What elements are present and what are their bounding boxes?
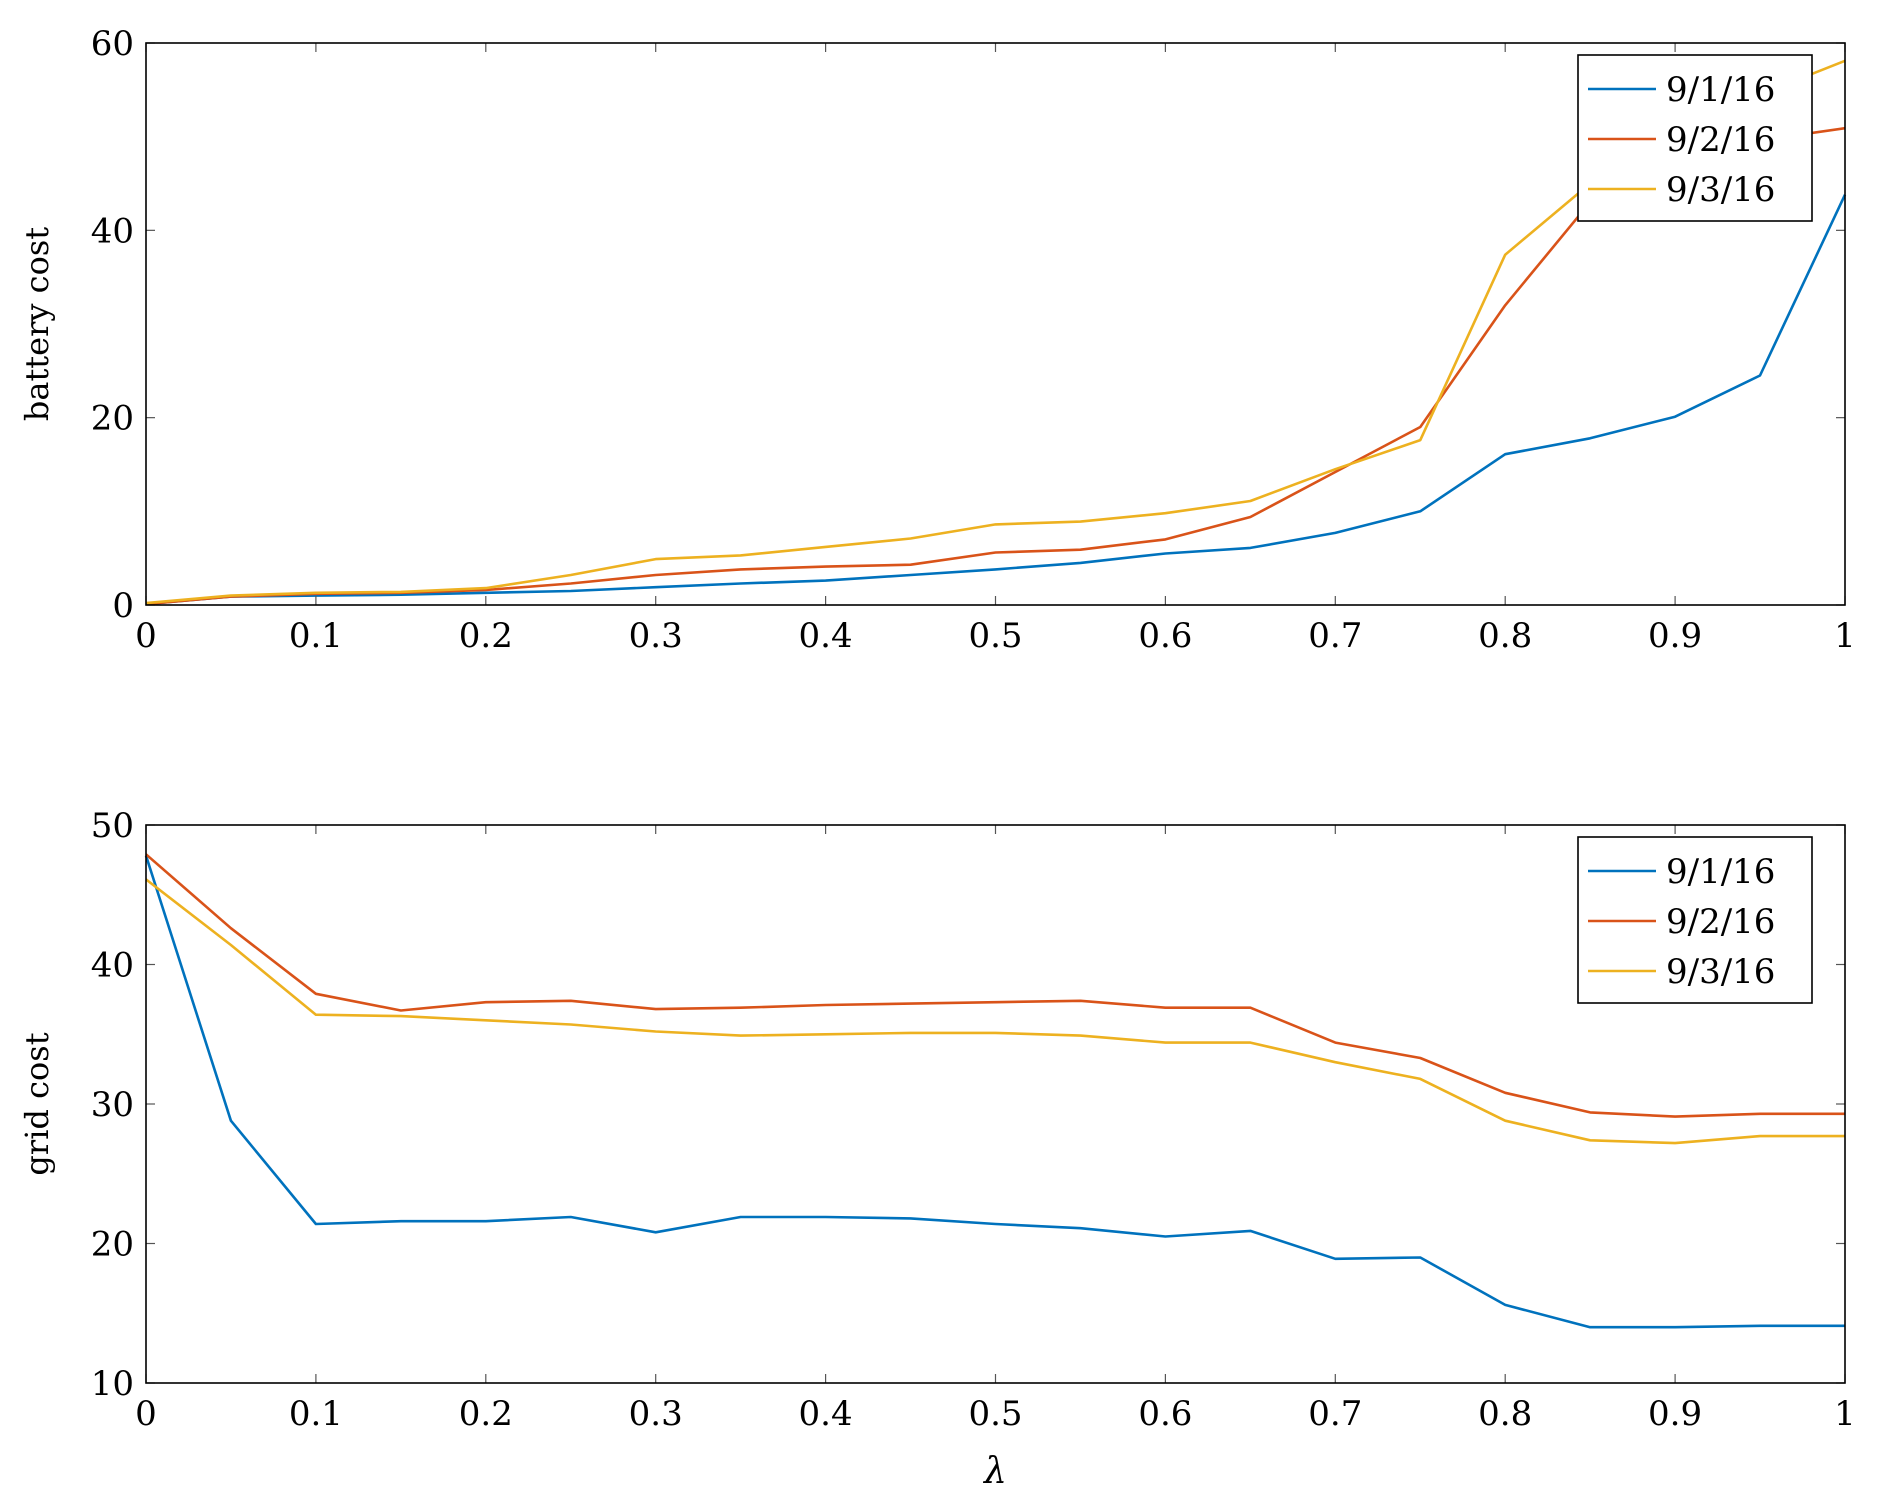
legend-label: 9/2/16 bbox=[1666, 902, 1775, 942]
axis-ticks: 0 0.1 0.2 0.3 0.4 0.5 0.6 0.7 0.8 0.9 1 10 20 30 40 50 bbox=[91, 806, 1856, 1434]
plot-frame bbox=[145, 42, 1846, 606]
x-tick-label: 1 bbox=[1834, 616, 1856, 656]
series-lines bbox=[144, 853, 1845, 1329]
x-tick-label: 0.8 bbox=[1478, 616, 1532, 656]
legend: 9/1/16 9/2/16 9/3/16 bbox=[1577, 54, 1813, 222]
y-tick-label: 50 bbox=[91, 806, 134, 846]
battery-cost-chart: 0 0.1 0.2 0.3 0.4 0.5 0.6 0.7 0.8 0.9 1 0 20 40 60 batt… bbox=[18, 24, 1856, 656]
series-lines bbox=[145, 59, 1847, 606]
x-tick-label: 0.2 bbox=[459, 1394, 513, 1434]
x-tick-label: 0.3 bbox=[629, 1394, 683, 1434]
x-tick-label: 0.9 bbox=[1648, 616, 1702, 656]
series-line-9-1-16 bbox=[145, 194, 1847, 606]
x-tick-label: 0.1 bbox=[289, 616, 343, 656]
y-tick-label: 30 bbox=[91, 1085, 134, 1125]
x-tick-label: 0.6 bbox=[1138, 616, 1192, 656]
y-tick-label: 0 bbox=[112, 586, 134, 626]
x-tick-label: 0.9 bbox=[1648, 1394, 1702, 1434]
x-tick-label: 0.5 bbox=[968, 616, 1022, 656]
x-axis-label: λ bbox=[982, 1451, 1007, 1492]
x-tick-label: 0.1 bbox=[289, 1394, 343, 1434]
y-axis-label: battery cost bbox=[18, 227, 56, 421]
x-tick-label: 0.3 bbox=[629, 616, 683, 656]
plot-frame bbox=[145, 824, 1846, 1384]
legend-label: 9/1/16 bbox=[1666, 70, 1775, 110]
x-tick-label: 0.4 bbox=[799, 616, 853, 656]
series-line-9-1-16 bbox=[144, 855, 1845, 1329]
y-tick-label: 60 bbox=[91, 24, 134, 64]
legend-label: 9/3/16 bbox=[1666, 952, 1775, 992]
y-axis-label: grid cost bbox=[18, 1032, 56, 1175]
y-tick-label: 40 bbox=[91, 946, 134, 986]
series-line-9-2-16 bbox=[145, 853, 1845, 1118]
y-tick-label: 40 bbox=[91, 211, 134, 251]
x-tick-label: 1 bbox=[1834, 1394, 1856, 1434]
x-tick-label: 0.6 bbox=[1138, 1394, 1192, 1434]
series-line-9-3-16 bbox=[145, 878, 1845, 1145]
x-tick-label: 0 bbox=[135, 616, 157, 656]
x-tick-label: 0.2 bbox=[459, 616, 513, 656]
x-tick-label: 0.5 bbox=[968, 1394, 1022, 1434]
y-tick-label: 20 bbox=[91, 399, 134, 439]
x-tick-label: 0.8 bbox=[1478, 1394, 1532, 1434]
x-tick-label: 0 bbox=[135, 1394, 157, 1434]
legend-label: 9/3/16 bbox=[1666, 170, 1775, 210]
x-tick-label: 0.7 bbox=[1308, 1394, 1362, 1434]
y-tick-label: 20 bbox=[91, 1225, 134, 1265]
x-tick-label: 0.7 bbox=[1308, 616, 1362, 656]
y-tick-label: 10 bbox=[91, 1364, 134, 1404]
grid-cost-chart: 0 0.1 0.2 0.3 0.4 0.5 0.6 0.7 0.8 0.9 1 10 20 30 40 50 g… bbox=[18, 806, 1856, 1492]
series-line-9-3-16 bbox=[145, 59, 1846, 605]
axis-ticks: 0 0.1 0.2 0.3 0.4 0.5 0.6 0.7 0.8 0.9 1 0 20 40 60 bbox=[91, 24, 1856, 656]
legend: 9/1/16 9/2/16 9/3/16 bbox=[1577, 836, 1813, 1004]
legend-label: 9/2/16 bbox=[1666, 120, 1775, 160]
legend-label: 9/1/16 bbox=[1666, 852, 1775, 892]
x-tick-label: 0.4 bbox=[799, 1394, 853, 1434]
